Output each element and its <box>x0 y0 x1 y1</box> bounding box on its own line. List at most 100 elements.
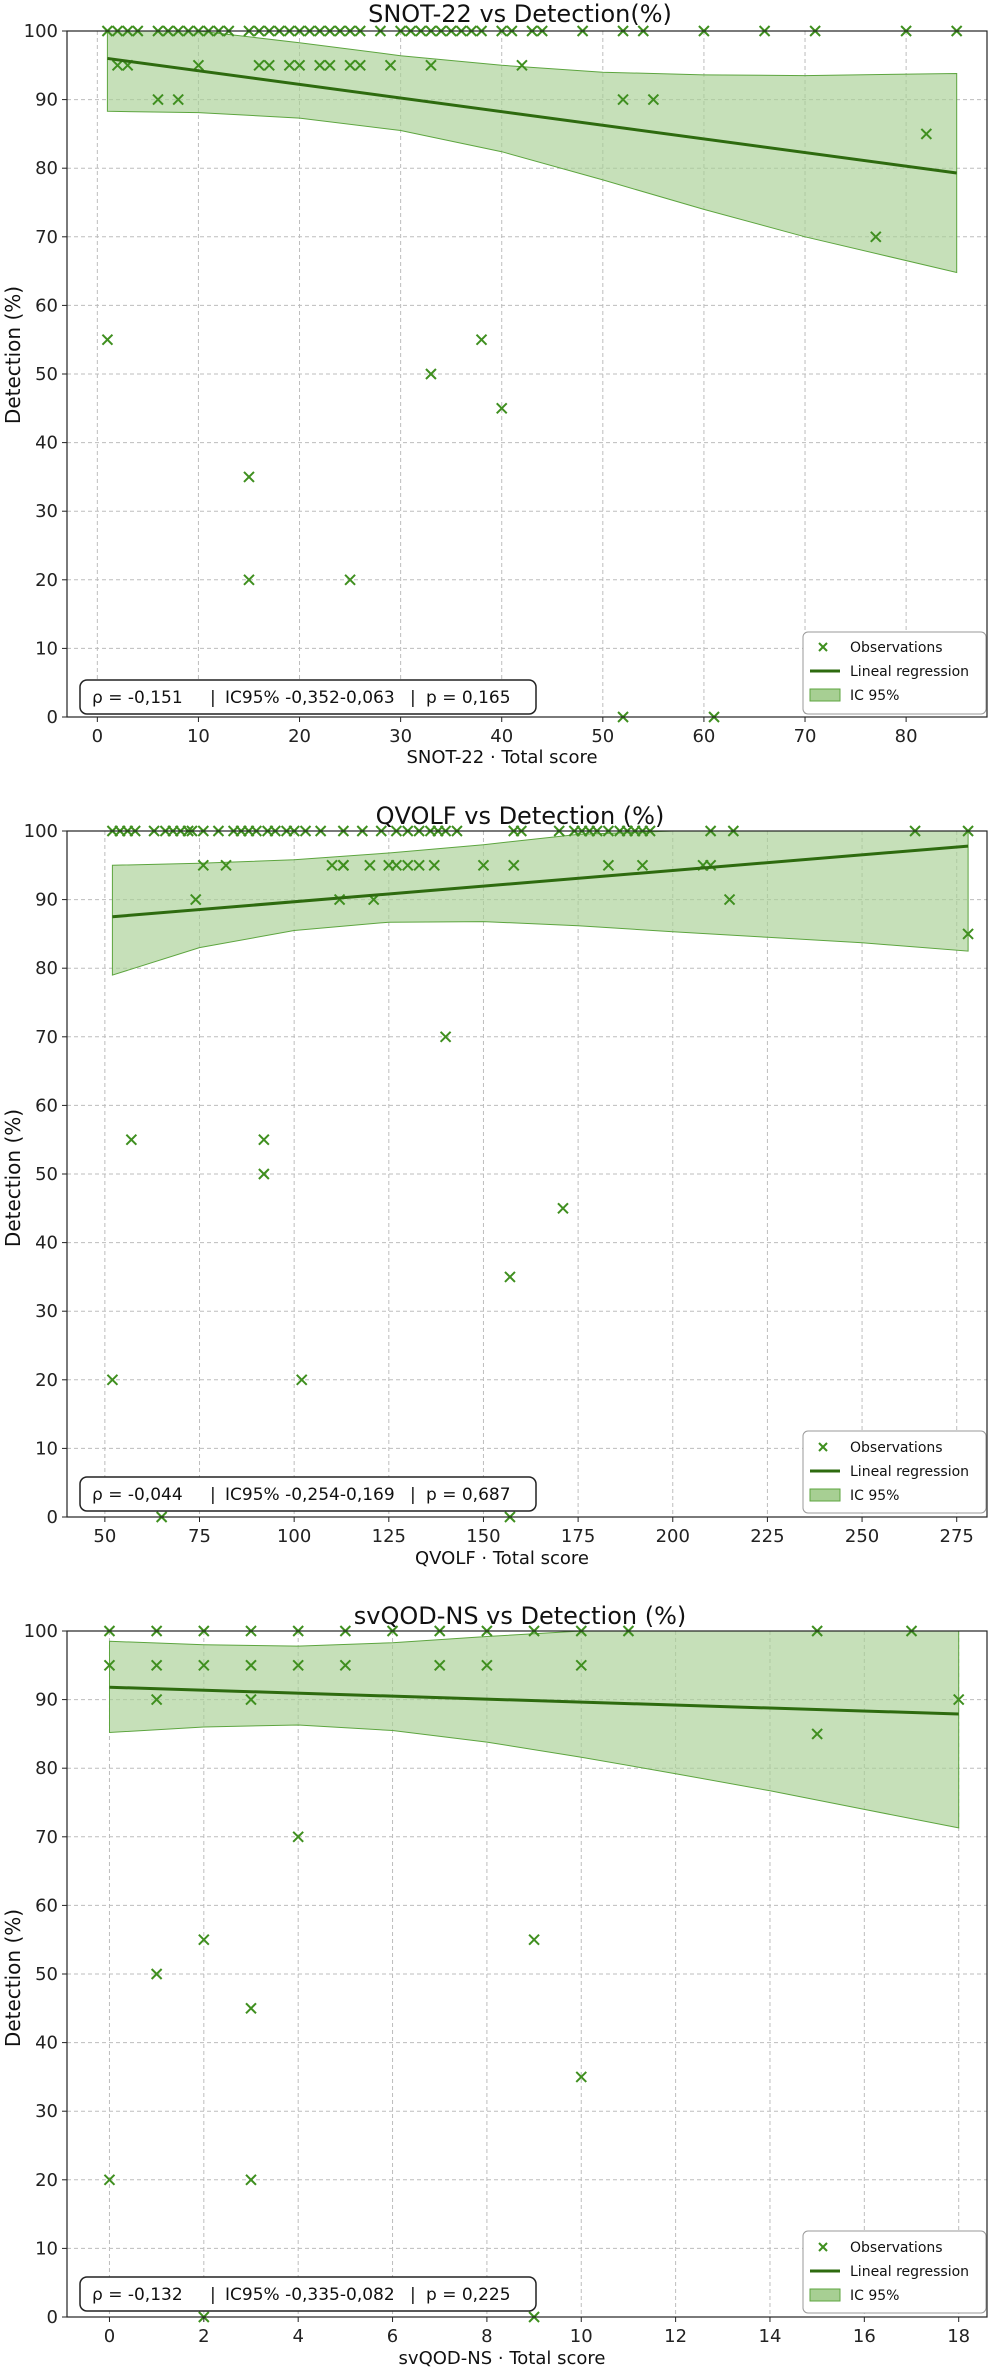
observation-point <box>152 93 164 106</box>
y-tick-label: 100 <box>24 21 58 42</box>
observation-point <box>425 59 437 72</box>
y-tick-label: 100 <box>24 821 58 842</box>
chart-snot22: SNOT-22 vs Detection(%) 0 10 20 30 40 50 60 70 8… <box>1 0 988 768</box>
observation-point <box>258 1133 270 1146</box>
observation-point <box>504 1271 516 1283</box>
legend-marker-ci <box>809 1488 841 1502</box>
y-tick-label: 90 <box>35 90 58 111</box>
ci-band-area <box>109 1630 960 1829</box>
stats-rho: ρ = -0,151 <box>92 688 183 708</box>
x-tick-label: 14 <box>759 2326 782 2347</box>
regression-line-path <box>112 844 969 919</box>
stats-box: ρ = -0,132 | IC95% -0,335-0,082 | p = 0,… <box>79 2276 537 2312</box>
x-tick-label: 50 <box>591 726 614 747</box>
x-tick-label: 8 <box>481 2326 492 2347</box>
y-tick-label: 10 <box>35 2238 58 2259</box>
y-tick-label: 60 <box>35 1895 58 1916</box>
stats-p: p = 0,687 <box>426 1485 511 1505</box>
observation-point <box>103 1659 116 1672</box>
observation-point <box>339 1659 352 1672</box>
observations <box>101 25 963 723</box>
observation-point <box>220 859 232 872</box>
observation-point <box>150 1693 163 1706</box>
ci-band <box>106 30 958 274</box>
observation-point <box>402 859 414 872</box>
observation-point <box>292 1659 304 1672</box>
observation-point <box>344 574 356 586</box>
observation-point <box>475 333 488 346</box>
observation-point <box>197 859 210 872</box>
x-tick-label: 50 <box>93 1526 116 1547</box>
legend-marker-observations <box>818 1442 828 1452</box>
observation-point <box>496 402 508 415</box>
observation-point <box>811 1728 823 1740</box>
y-tick-label: 40 <box>35 433 58 454</box>
observation-point <box>150 1968 163 1980</box>
x-tick-label: 75 <box>188 1526 211 1547</box>
y-tick-label: 80 <box>35 158 58 179</box>
observation-point <box>425 368 437 380</box>
regression-line <box>107 56 957 175</box>
x-tick-label: 70 <box>794 726 817 747</box>
x-tick-label: 200 <box>656 1526 690 1547</box>
ci-band <box>109 1630 960 1829</box>
x-tick-label: 175 <box>561 1526 595 1547</box>
legend-observations: Observations <box>850 640 943 656</box>
observation-point <box>439 1031 452 1043</box>
observation-point <box>344 59 356 72</box>
observation-point <box>292 1831 304 1843</box>
observation-point <box>326 859 338 872</box>
observation-point <box>293 59 306 72</box>
y-tick-label: 90 <box>35 1690 58 1711</box>
observation-point <box>198 1659 210 1672</box>
observation-point <box>283 59 296 72</box>
x-ticks: 0 2 4 6 8 10 12 14 16 18 <box>104 2317 970 2347</box>
observation-point <box>528 1933 540 1946</box>
observation-point <box>245 1659 257 1672</box>
y-tick-label: 100 <box>24 1621 58 1642</box>
observation-point <box>557 1202 569 1215</box>
y-ticks: 0 10 20 30 40 50 60 70 80 90 100 <box>24 1621 67 2328</box>
x-tick-label: 0 <box>104 2326 115 2347</box>
y-tick-label: 50 <box>35 1964 58 1985</box>
observation-point <box>296 1374 308 1386</box>
observation-point <box>481 1659 493 1672</box>
observation-point <box>258 1168 270 1180</box>
legend-regression: Lineal regression <box>850 664 969 680</box>
chart-svqod: svQOD-NS vs Detection (%) 0 2 4 6 8 10 12 14 16 1… <box>1 1602 988 2369</box>
stats-separator-2: | <box>410 688 416 708</box>
observation-point <box>253 59 265 72</box>
legend-observations: Observations <box>850 2240 943 2256</box>
x-tick-label: 10 <box>187 726 210 747</box>
observation-point <box>516 59 528 72</box>
observation-point <box>245 1693 257 1706</box>
y-tick-label: 30 <box>35 1301 58 1322</box>
legend-marker-ci <box>809 688 841 702</box>
observation-point <box>428 859 440 872</box>
regression-line <box>112 844 969 919</box>
regression-line-path <box>107 56 957 175</box>
ci-band <box>111 830 969 976</box>
x-tick-label: 250 <box>845 1526 879 1547</box>
observation-point <box>103 2174 116 2186</box>
x-axis-label: QVOLF · Total score <box>415 1548 589 1569</box>
x-axis-label: svQOD-NS · Total score <box>399 2348 606 2369</box>
observation-point <box>575 1659 587 1672</box>
ci-band-area <box>106 30 958 274</box>
svg-text:ρ = -0,132 | I: ρ = -0,132 | IC95% -0,335-0,082 | p = 0,… <box>92 2285 511 2305</box>
y-ticks: 0 10 20 30 40 50 60 70 80 90 100 <box>24 821 67 1528</box>
observation-point <box>870 231 882 243</box>
x-tick-label: 60 <box>692 726 715 747</box>
x-tick-label: 16 <box>853 2326 876 2347</box>
y-tick-label: 30 <box>35 501 58 522</box>
observation-point <box>617 93 629 106</box>
x-tick-label: 100 <box>277 1526 311 1547</box>
stats-separator-2: | <box>410 1485 416 1505</box>
y-tick-label: 50 <box>35 1164 58 1185</box>
x-tick-label: 10 <box>570 2326 593 2347</box>
svg-text:ρ = -0,044 | I: ρ = -0,044 | IC95% -0,254-0,169 | p = 0,… <box>92 1485 511 1505</box>
stats-ci: IC95% -0,352-0,063 <box>225 688 395 708</box>
y-tick-label: 10 <box>35 1438 58 1459</box>
stats-separator-1: | <box>210 688 216 708</box>
